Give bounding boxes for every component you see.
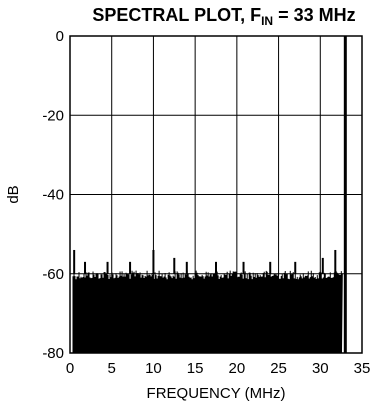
y-tick-label-neg80: -80 — [42, 345, 64, 362]
x-tick-label-10: 10 — [145, 360, 162, 377]
noise-floor — [72, 270, 343, 353]
plot-frame — [69, 35, 363, 354]
x-tick-label-15: 15 — [187, 360, 204, 377]
chart-title-prefix: SPECTRAL PLOT, F — [92, 5, 262, 25]
frame-layer — [69, 35, 363, 354]
x-tick-label-35: 35 — [354, 360, 371, 377]
x-tick-label-25: 25 — [270, 360, 287, 377]
x-tick-label-0: 0 — [66, 360, 74, 377]
x-tick-label-20: 20 — [229, 360, 246, 377]
chart-title: SPECTRAL PLOT, FIN = 33 MHz — [60, 2, 388, 34]
y-tick-label-neg40: -40 — [42, 187, 64, 204]
chart-title-subscript: IN — [261, 14, 274, 28]
noise-layer — [72, 270, 343, 353]
tick-label-layer: 0 5 10 15 20 25 30 35 0 -20 -40 -60 -80 — [42, 28, 370, 377]
y-axis-label: dB — [5, 185, 22, 203]
chart-title-suffix: = 33 MHz — [273, 5, 356, 25]
x-axis-label: FREQUENCY (MHz) — [147, 385, 286, 402]
y-tick-label-neg20: -20 — [42, 107, 64, 124]
x-tick-label-5: 5 — [108, 360, 116, 377]
marks-layer — [73, 36, 347, 353]
y-tick-label-0: 0 — [56, 28, 64, 45]
x-tick-label-30: 30 — [312, 360, 329, 377]
y-tick-label-neg60: -60 — [42, 266, 64, 283]
